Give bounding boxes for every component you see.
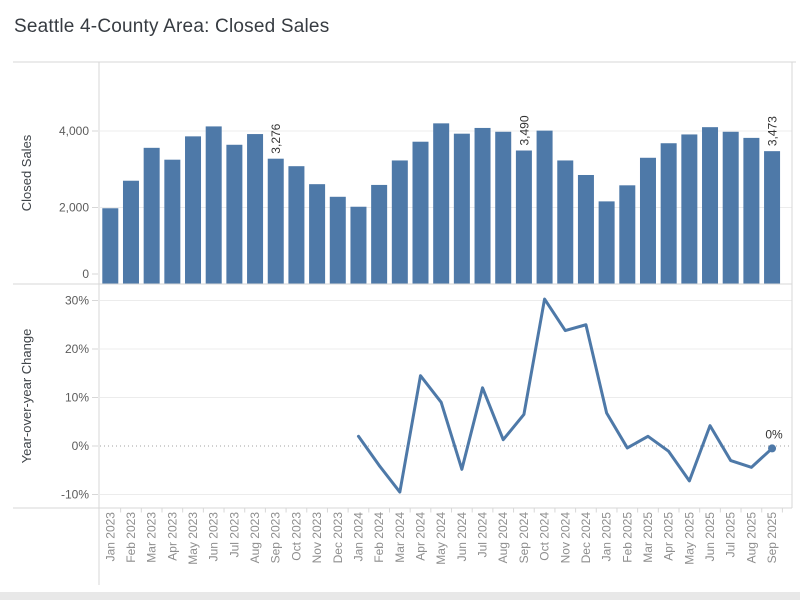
x-label-oct-2024: Oct 2024	[538, 512, 552, 561]
x-label-jan-2023: Jan 2023	[103, 512, 117, 562]
chart-title: Seattle 4-County Area: Closed Sales	[14, 16, 330, 37]
bar-value-label-sep-2025: 3,473	[766, 116, 780, 146]
x-label-may-2024: May 2024	[434, 512, 448, 565]
bar-value-label-sep-2023: 3,276	[269, 123, 283, 153]
x-label-may-2025: May 2025	[682, 512, 696, 565]
ytick-label-sales-4000: 4,000	[59, 124, 89, 138]
bar-jul-2024[interactable]	[474, 127, 491, 284]
bar-jun-2023[interactable]	[205, 126, 222, 284]
ytick-label-yoy--10: -10%	[61, 488, 89, 502]
bottom-scroll-strip	[0, 592, 800, 600]
x-label-apr-2023: Apr 2023	[165, 512, 179, 561]
x-label-nov-2024: Nov 2024	[558, 512, 572, 564]
x-label-mar-2023: Mar 2023	[145, 512, 159, 563]
bar-jan-2025[interactable]	[598, 201, 615, 284]
bar-apr-2025[interactable]	[660, 143, 677, 284]
x-label-jan-2024: Jan 2024	[351, 512, 365, 562]
bar-may-2023[interactable]	[185, 136, 202, 284]
bar-sep-2025[interactable]	[764, 151, 781, 284]
ytick-label-yoy-30: 30%	[65, 294, 89, 308]
y-axis-title-closed-sales: Closed Sales	[19, 134, 34, 211]
x-label-oct-2023: Oct 2023	[289, 512, 303, 561]
x-label-mar-2025: Mar 2025	[641, 512, 655, 563]
ytick-label-yoy-0: 0%	[72, 439, 90, 453]
bar-apr-2023[interactable]	[164, 159, 181, 284]
bar-jul-2023[interactable]	[226, 144, 243, 284]
bar-jun-2024[interactable]	[453, 133, 470, 284]
bar-nov-2024[interactable]	[557, 160, 574, 284]
x-label-apr-2025: Apr 2025	[662, 512, 676, 561]
x-label-jun-2024: Jun 2024	[455, 512, 469, 562]
x-label-nov-2023: Nov 2023	[310, 512, 324, 564]
bar-oct-2023[interactable]	[288, 166, 305, 284]
x-label-feb-2023: Feb 2023	[124, 512, 138, 563]
bar-jul-2025[interactable]	[722, 131, 739, 284]
x-label-feb-2025: Feb 2025	[620, 512, 634, 563]
bar-value-label-sep-2024: 3,490	[517, 115, 531, 145]
x-label-dec-2023: Dec 2023	[331, 512, 345, 564]
bar-dec-2023[interactable]	[329, 196, 346, 284]
y-axis-title-yoy-change: Year-over-year Change	[19, 329, 34, 464]
yoy-line[interactable]	[356, 297, 774, 494]
bar-nov-2023[interactable]	[309, 184, 326, 284]
yoy-end-point[interactable]	[768, 444, 777, 453]
x-label-may-2023: May 2023	[186, 512, 200, 565]
bar-feb-2023[interactable]	[122, 180, 139, 284]
bar-sep-2023[interactable]	[267, 158, 284, 284]
ytick-label-yoy-10: 10%	[65, 391, 89, 405]
bar-mar-2024[interactable]	[391, 160, 408, 284]
x-label-sep-2023: Sep 2023	[269, 512, 283, 564]
bar-mar-2025[interactable]	[639, 157, 656, 284]
bar-jan-2024[interactable]	[350, 206, 367, 284]
bar-may-2025[interactable]	[681, 134, 698, 284]
bar-aug-2024[interactable]	[495, 131, 512, 284]
bar-feb-2024[interactable]	[371, 184, 388, 284]
x-label-jun-2025: Jun 2025	[703, 512, 717, 562]
x-label-aug-2025: Aug 2025	[744, 512, 758, 564]
chart-marks: 0 2,000 4,000 -10% 0% 10% 20% 30% 3,276 3,490 3,47…	[13, 61, 796, 585]
x-label-aug-2023: Aug 2023	[248, 512, 262, 564]
x-label-dec-2024: Dec 2024	[579, 512, 593, 564]
yoy-end-label: 0%	[765, 427, 783, 441]
bar-aug-2025[interactable]	[743, 137, 760, 284]
x-label-jan-2025: Jan 2025	[600, 512, 614, 562]
ytick-label-sales-0: 0	[82, 267, 89, 281]
bar-jun-2025[interactable]	[702, 127, 719, 284]
x-label-jul-2025: Jul 2025	[724, 512, 738, 558]
x-label-jun-2023: Jun 2023	[207, 512, 221, 562]
ytick-label-yoy-20: 20%	[65, 342, 89, 356]
ytick-label-sales-2000: 2,000	[59, 201, 89, 215]
bar-may-2024[interactable]	[433, 123, 450, 284]
bar-dec-2024[interactable]	[577, 174, 594, 284]
x-label-sep-2024: Sep 2024	[517, 512, 531, 564]
bar-mar-2023[interactable]	[143, 147, 160, 284]
x-label-jul-2023: Jul 2023	[227, 512, 241, 558]
x-label-jul-2024: Jul 2024	[476, 512, 490, 558]
x-label-sep-2025: Sep 2025	[765, 512, 779, 564]
bar-feb-2025[interactable]	[619, 185, 636, 284]
x-label-aug-2024: Aug 2024	[496, 512, 510, 564]
bar-aug-2023[interactable]	[247, 134, 264, 284]
x-label-feb-2024: Feb 2024	[372, 512, 386, 563]
bar-oct-2024[interactable]	[536, 130, 553, 284]
bar-jan-2023[interactable]	[102, 208, 119, 284]
x-label-mar-2024: Mar 2024	[393, 512, 407, 563]
x-label-apr-2024: Apr 2024	[414, 512, 428, 561]
bar-sep-2024[interactable]	[515, 150, 532, 284]
bar-apr-2024[interactable]	[412, 141, 429, 284]
